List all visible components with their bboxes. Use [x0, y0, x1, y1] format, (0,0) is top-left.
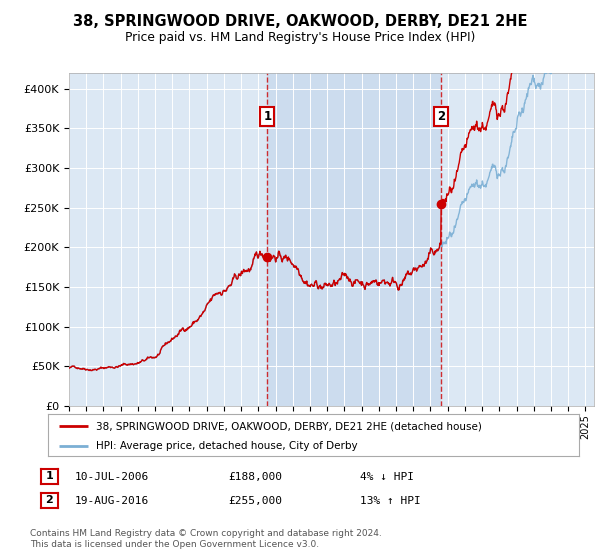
Text: 2: 2 — [437, 110, 445, 123]
Text: 13% ↑ HPI: 13% ↑ HPI — [360, 496, 421, 506]
Text: £188,000: £188,000 — [228, 472, 282, 482]
Text: 19-AUG-2016: 19-AUG-2016 — [75, 496, 149, 506]
Text: £255,000: £255,000 — [228, 496, 282, 506]
Text: 4% ↓ HPI: 4% ↓ HPI — [360, 472, 414, 482]
Text: HPI: Average price, detached house, City of Derby: HPI: Average price, detached house, City… — [96, 441, 358, 451]
Text: Contains HM Land Registry data © Crown copyright and database right 2024.
This d: Contains HM Land Registry data © Crown c… — [30, 529, 382, 549]
Text: Price paid vs. HM Land Registry's House Price Index (HPI): Price paid vs. HM Land Registry's House … — [125, 31, 475, 44]
Text: 1: 1 — [263, 110, 272, 123]
Text: 38, SPRINGWOOD DRIVE, OAKWOOD, DERBY, DE21 2HE: 38, SPRINGWOOD DRIVE, OAKWOOD, DERBY, DE… — [73, 14, 527, 29]
Text: 1: 1 — [46, 472, 53, 481]
Text: 10-JUL-2006: 10-JUL-2006 — [75, 472, 149, 482]
Text: 2: 2 — [46, 496, 53, 505]
Text: 38, SPRINGWOOD DRIVE, OAKWOOD, DERBY, DE21 2HE (detached house): 38, SPRINGWOOD DRIVE, OAKWOOD, DERBY, DE… — [96, 421, 482, 431]
Bar — [268, 73, 442, 406]
